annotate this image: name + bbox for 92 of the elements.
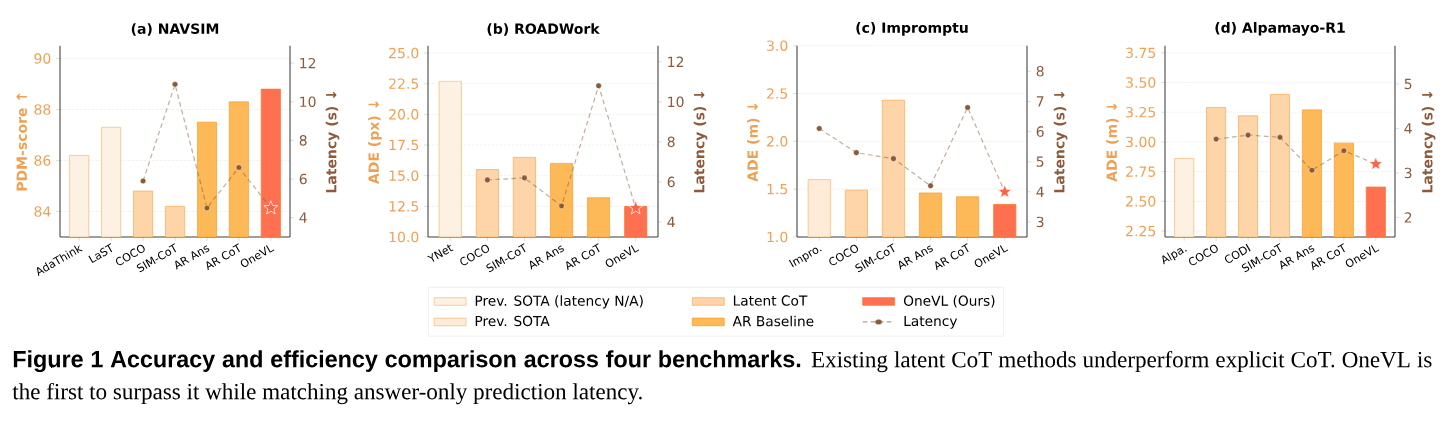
- y2-tick-label: 3: [1404, 167, 1412, 179]
- y2-tick-label: 8: [299, 135, 307, 146]
- legend-label: Latency: [904, 315, 958, 329]
- y-tick-label: 2.50: [1126, 196, 1156, 207]
- y2-tick-label: 12: [300, 57, 316, 69]
- y2-tick-label: 3: [1036, 216, 1044, 228]
- y2-tick-label: 4: [1404, 123, 1412, 134]
- y2-tick-label: 8: [1036, 66, 1044, 77]
- chart-title: (c) Impromptu: [856, 22, 968, 36]
- y-axis-title: ADE (m) ↓: [1106, 103, 1119, 182]
- y-tick-label: 3.50: [1126, 77, 1156, 88]
- y2-tick-label: 5: [1404, 78, 1412, 90]
- y2-tick-label: 10: [300, 96, 316, 108]
- y2-tick-label: 6: [1036, 126, 1044, 137]
- y-tick-label: 86: [34, 155, 51, 166]
- x-tick-label: YNet: [426, 244, 454, 262]
- y-tick-label: 88: [34, 104, 51, 115]
- point: [816, 125, 823, 132]
- point: [172, 81, 179, 88]
- y-axis-title: ADE (px) ↓: [368, 101, 382, 184]
- x-tick-label: AR Ans: [529, 245, 564, 270]
- y2-tick-label: 7: [1036, 96, 1044, 107]
- point: [263, 200, 279, 215]
- y-tick-label: 15.0: [389, 170, 419, 181]
- text: Existing latent CoT methods underperform explicit CoT. OneVL is: [811, 350, 1432, 373]
- y-tick-label: 84: [34, 206, 51, 217]
- legend-label: Latent CoT: [733, 295, 808, 306]
- y-tick-label: 3.00: [1126, 136, 1156, 148]
- y2-axis-title: Latency (s) ↓: [325, 91, 340, 193]
- point: [558, 202, 565, 209]
- point: [1340, 147, 1347, 154]
- x-tick-label: AR CoT: [935, 243, 969, 271]
- y2-tick-label: 5: [1036, 156, 1044, 167]
- y2-tick-label: 2: [1404, 212, 1412, 223]
- y-tick-label: 17.5: [389, 139, 419, 151]
- y-tick-label: 10.0: [389, 231, 419, 243]
- y-axis-title: PDM-score ↑: [16, 93, 27, 191]
- y-tick-label: 3.0: [767, 40, 788, 51]
- point: [997, 184, 1013, 199]
- y2-tick-label: 12: [668, 56, 684, 67]
- y-tick-label: 3.25: [1126, 106, 1156, 118]
- point: [595, 82, 602, 89]
- y2-tick-label: 6: [299, 173, 307, 185]
- x-tick-label: AR Ans: [898, 245, 933, 270]
- point: [1245, 132, 1252, 139]
- y-tick-label: 1.5: [767, 183, 788, 195]
- point: [140, 177, 147, 184]
- y-tick-label: 2.5: [767, 88, 788, 99]
- point: [964, 104, 971, 111]
- y-tick-label: 2.75: [1126, 166, 1156, 177]
- y-tick-label: 3.75: [1126, 47, 1156, 59]
- text: the first to surpass it while matching answer-only prediction latency.: [12, 382, 642, 405]
- caption: Figure 1 Accuracy and efficiency comparison across four benchmarks.: [13, 350, 801, 373]
- point: [890, 155, 897, 162]
- legend-label: Prev. SOTA (latency N/A): [475, 295, 643, 309]
- y-tick-label: 1.0: [767, 231, 788, 243]
- y2-axis-title: Latency (s) ↓: [693, 91, 708, 193]
- legend-label: AR Baseline: [732, 315, 814, 327]
- point: [927, 182, 934, 189]
- y2-axis-title: Latency (s) ↓: [1421, 91, 1436, 193]
- y-tick-label: 2.25: [1126, 225, 1156, 237]
- point: [203, 205, 210, 212]
- point: [484, 176, 491, 183]
- chart-title: (a) NAVSIM: [131, 23, 219, 36]
- x-tick-label: AR CoT: [566, 243, 600, 271]
- y-tick-label: 2.0: [767, 136, 788, 147]
- point: [1213, 136, 1220, 143]
- point: [628, 200, 644, 215]
- y2-tick-label: 6: [667, 176, 675, 188]
- point: [521, 174, 528, 181]
- point: [235, 164, 242, 171]
- y-tick-label: 20.0: [389, 109, 419, 120]
- y2-tick-label: 8: [667, 136, 675, 148]
- y2-tick-label: 4: [667, 216, 675, 228]
- y2-tick-label: 4: [1036, 186, 1044, 197]
- y-tick-label: 22.5: [389, 78, 419, 89]
- chart-title: (b) ROADWork: [487, 23, 600, 36]
- legend-label: Prev. SOTA: [475, 315, 550, 327]
- point: [853, 149, 860, 156]
- legend-label: OneVL (Ours): [903, 295, 995, 308]
- point: [1368, 156, 1384, 171]
- y-axis-title: ADE (m) ↓: [747, 103, 760, 182]
- y2-tick-label: 4: [299, 212, 307, 223]
- x-tick-label: Alpa.: [1162, 248, 1187, 265]
- y-tick-label: 90: [34, 53, 51, 64]
- y-tick-label: 12.5: [389, 201, 419, 212]
- y-tick-label: 25.0: [389, 47, 419, 59]
- point: [1308, 167, 1315, 174]
- chart-title: (d) Alpamayo-R1: [1215, 22, 1345, 36]
- y2-tick-label: 10: [668, 96, 684, 108]
- y2-axis-title: Latency (s) ↓: [1053, 91, 1068, 193]
- point: [1277, 134, 1283, 141]
